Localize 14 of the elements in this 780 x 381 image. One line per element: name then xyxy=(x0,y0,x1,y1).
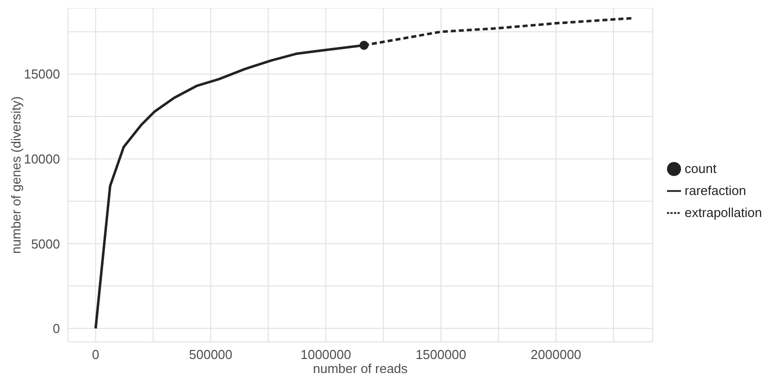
x-tick-label: 1000000 xyxy=(300,347,352,362)
y-tick-label: 15000 xyxy=(24,66,60,82)
y-tick-label: 0 xyxy=(52,321,60,336)
y-axis-title: number of genes (diversity) xyxy=(8,96,24,254)
y-tick-label: 5000 xyxy=(31,236,60,252)
x-tick-label: 0 xyxy=(92,347,100,362)
x-tick-label: 2000000 xyxy=(530,347,582,362)
x-axis-title: number of reads xyxy=(313,361,408,376)
x-tick-label: 1500000 xyxy=(416,347,466,362)
x-tick-label: 500000 xyxy=(189,347,232,362)
legend-label: rarefaction xyxy=(684,182,746,198)
legend-label: extrapollation xyxy=(684,204,762,220)
legend-label: count xyxy=(684,160,716,176)
y-tick-label: 10000 xyxy=(24,152,60,167)
